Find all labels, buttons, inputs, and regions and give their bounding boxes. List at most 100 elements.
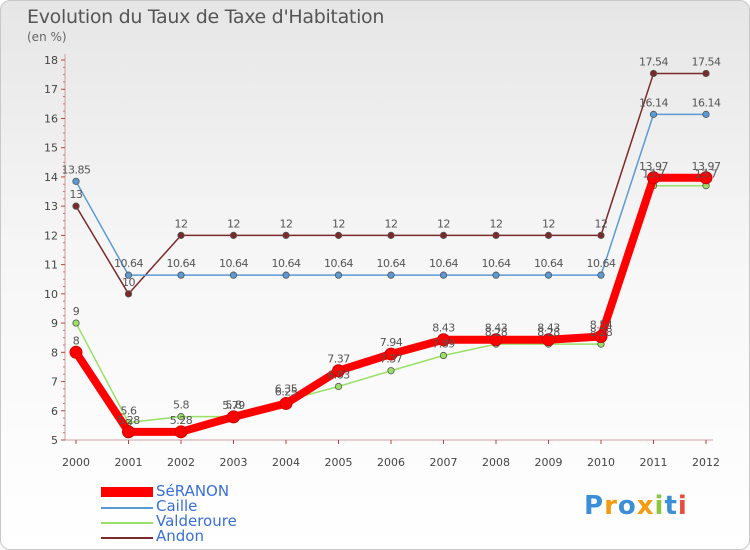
data-label: 10.64 xyxy=(114,257,143,270)
data-label: 9 xyxy=(73,305,80,318)
chart-title: Evolution du Taux de Taxe d'Habitation xyxy=(27,6,385,28)
y-tick-label: 11 xyxy=(44,259,58,272)
data-label: 7.37 xyxy=(327,353,350,366)
proxiti-logo: Proxiti xyxy=(584,491,688,521)
data-label: 10.64 xyxy=(587,257,616,270)
y-tick-label: 16 xyxy=(44,112,58,125)
logo-letter: t xyxy=(664,491,678,521)
data-label: 13.97 xyxy=(639,160,668,173)
data-label: 13.7 xyxy=(642,168,665,181)
x-tick-label: 2007 xyxy=(430,456,458,469)
data-label: 17.54 xyxy=(692,55,721,68)
data-point xyxy=(72,319,80,327)
data-point xyxy=(647,171,660,185)
data-point xyxy=(544,271,553,279)
data-label: 16.14 xyxy=(639,96,668,109)
y-tick-label: 5 xyxy=(51,434,58,447)
data-point xyxy=(282,271,290,279)
x-tick-label: 2006 xyxy=(377,456,405,469)
data-label: 10.64 xyxy=(324,257,353,270)
x-tick-label: 2009 xyxy=(535,456,563,469)
legend-label: Valderoure xyxy=(156,512,237,530)
y-tick-label: 12 xyxy=(44,229,58,242)
data-point xyxy=(177,271,185,279)
data-label: 8 xyxy=(73,334,80,347)
data-point xyxy=(489,333,503,347)
y-tick-label: 15 xyxy=(44,142,58,155)
data-point xyxy=(124,290,133,298)
logo-letter: x xyxy=(636,491,655,521)
logo-letter: P xyxy=(584,491,605,521)
data-label: 13.85 xyxy=(62,163,91,176)
data-point xyxy=(439,271,448,279)
x-tick-label: 2010 xyxy=(587,456,615,469)
y-tick-label: 10 xyxy=(44,288,58,301)
x-tick-label: 2005 xyxy=(325,456,353,469)
data-label: 12 xyxy=(542,217,555,230)
legend-label: SéRANON xyxy=(156,482,230,500)
data-point xyxy=(72,202,80,210)
data-label: 12 xyxy=(175,217,188,230)
data-point xyxy=(649,110,658,118)
data-point xyxy=(229,231,238,239)
x-tick-label: 2011 xyxy=(640,456,668,469)
y-tick-label: 8 xyxy=(51,346,58,359)
data-point xyxy=(227,410,240,424)
y-tick-label: 13 xyxy=(44,200,58,213)
data-point xyxy=(69,345,83,359)
legend-swatch xyxy=(101,537,153,539)
data-label: 10.64 xyxy=(482,257,511,270)
y-tick-label: 7 xyxy=(51,376,58,389)
data-point xyxy=(177,413,185,421)
data-label: 10.64 xyxy=(429,257,458,270)
logo-letter: i xyxy=(654,491,665,521)
x-tick-label: 2008 xyxy=(482,456,510,469)
data-label: 13 xyxy=(70,188,83,201)
y-tick-label: 18 xyxy=(44,54,58,67)
data-point xyxy=(334,271,343,279)
data-label: 12 xyxy=(385,217,398,230)
data-label: 10.64 xyxy=(534,257,563,270)
data-point xyxy=(282,231,290,239)
data-label: 12 xyxy=(227,217,240,230)
data-point xyxy=(597,231,605,239)
data-point xyxy=(649,69,658,78)
x-tick-label: 2000 xyxy=(62,456,90,469)
data-label: 10.64 xyxy=(219,257,248,270)
data-point xyxy=(699,171,713,185)
data-label: 17.54 xyxy=(639,55,668,68)
legend-swatch xyxy=(101,522,153,524)
data-point xyxy=(122,425,135,439)
x-tick-label: 2012 xyxy=(692,456,720,469)
data-point xyxy=(702,110,710,118)
data-label: 5.8 xyxy=(173,399,189,412)
data-label: 10.64 xyxy=(272,257,301,270)
x-tick-label: 2003 xyxy=(220,456,248,469)
chart-subtitle: (en %) xyxy=(27,30,67,44)
data-label: 12 xyxy=(490,217,503,230)
data-label: 8.54 xyxy=(590,319,613,332)
y-tick-label: 14 xyxy=(44,171,58,184)
data-label: 13.97 xyxy=(692,160,721,173)
data-label: 5.28 xyxy=(117,414,140,427)
data-label: 8.43 xyxy=(485,322,508,335)
data-label: 16.14 xyxy=(692,96,721,109)
data-point xyxy=(437,333,450,347)
data-point xyxy=(384,347,398,361)
data-point xyxy=(544,231,553,239)
data-point xyxy=(72,177,80,185)
data-point xyxy=(174,425,188,439)
data-label: 12 xyxy=(280,217,293,230)
data-label: 8.43 xyxy=(537,322,560,335)
data-label: 7.94 xyxy=(380,336,403,349)
y-tick-label: 9 xyxy=(51,317,58,330)
data-label: 12 xyxy=(437,217,450,230)
data-label: 8.28 xyxy=(485,326,508,339)
data-label: 8.28 xyxy=(537,326,560,339)
data-label: 5.79 xyxy=(222,399,245,412)
data-point xyxy=(439,351,448,360)
data-point xyxy=(702,69,710,78)
data-label: 12 xyxy=(595,217,608,230)
